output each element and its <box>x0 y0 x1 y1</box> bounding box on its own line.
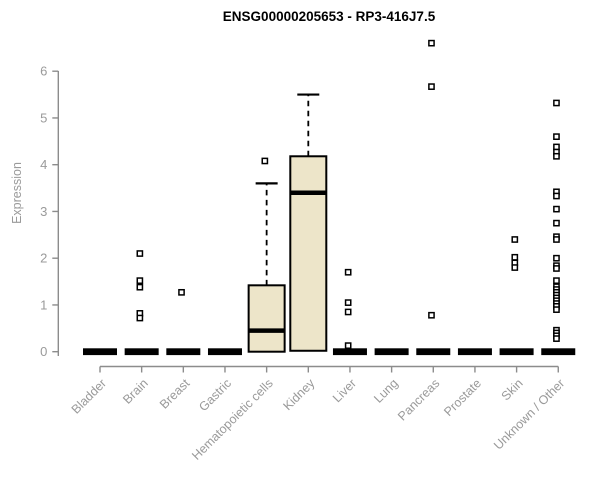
x-category-label: Breast <box>157 376 193 412</box>
y-tick-label: 6 <box>40 64 47 79</box>
collapsed-box <box>416 348 451 356</box>
outlier-point <box>511 264 519 271</box>
y-tick-label: 4 <box>40 157 47 172</box>
outlier-point <box>428 83 435 90</box>
x-category-label: Unknown / Other <box>491 376 567 452</box>
x-category-label: Brain <box>120 376 151 407</box>
collapsed-box <box>124 348 159 356</box>
box <box>247 284 286 353</box>
x-category-label: Pancreas <box>395 376 442 423</box>
y-tick-label: 3 <box>40 204 47 219</box>
outlier-point <box>511 253 519 261</box>
outlier-point <box>553 152 560 160</box>
outlier-point <box>553 265 560 272</box>
collapsed-box <box>374 348 409 356</box>
x-category-label: Prostate <box>441 376 484 419</box>
outlier-point <box>344 299 352 306</box>
x-category-label: Bladder <box>69 376 109 416</box>
x-category-label: Kidney <box>280 376 317 413</box>
outlier-point <box>553 99 560 107</box>
outlier-point <box>553 254 560 262</box>
x-category-label: Hematopoietic cells <box>189 376 276 463</box>
y-tick-label: 5 <box>40 110 47 125</box>
outlier-point <box>553 192 560 200</box>
outlier-point <box>344 342 352 349</box>
box <box>289 155 328 352</box>
outlier-point <box>553 306 560 313</box>
x-category-label: Liver <box>330 376 359 405</box>
collapsed-box <box>457 348 492 356</box>
outlier-point <box>511 236 519 243</box>
outlier-point <box>136 314 144 322</box>
outlier-point <box>553 205 560 213</box>
collapsed-box <box>166 348 201 356</box>
outlier-point <box>344 268 352 276</box>
outlier-point <box>261 157 269 165</box>
outlier-point <box>553 133 560 141</box>
y-tick-label: 0 <box>40 344 47 359</box>
outlier-point <box>136 250 144 257</box>
outlier-point <box>428 311 435 319</box>
outlier-point <box>553 219 560 227</box>
x-category-label: Gastric <box>196 376 234 414</box>
outlier-point <box>136 277 144 284</box>
x-category-label: Lung <box>371 376 401 406</box>
collapsed-box <box>332 348 367 356</box>
y-tick-label: 1 <box>40 297 47 312</box>
collapsed-box <box>207 348 242 356</box>
y-axis-label: Expression <box>10 162 24 224</box>
collapsed-box <box>83 348 117 356</box>
y-tick-label: 2 <box>40 251 47 266</box>
collapsed-box <box>541 348 576 356</box>
outlier-point <box>178 288 185 296</box>
x-category-label: Skin <box>499 376 526 403</box>
collapsed-box <box>499 348 534 356</box>
plot-area <box>83 39 576 356</box>
outlier-point <box>553 236 560 243</box>
outlier-point <box>553 335 560 342</box>
outlier-point <box>428 39 435 47</box>
outlier-point <box>553 277 560 284</box>
outlier-point <box>136 283 144 291</box>
chart-title: ENSG00000205653 - RP3-416J7.5 <box>223 9 436 24</box>
outlier-point <box>344 308 352 316</box>
